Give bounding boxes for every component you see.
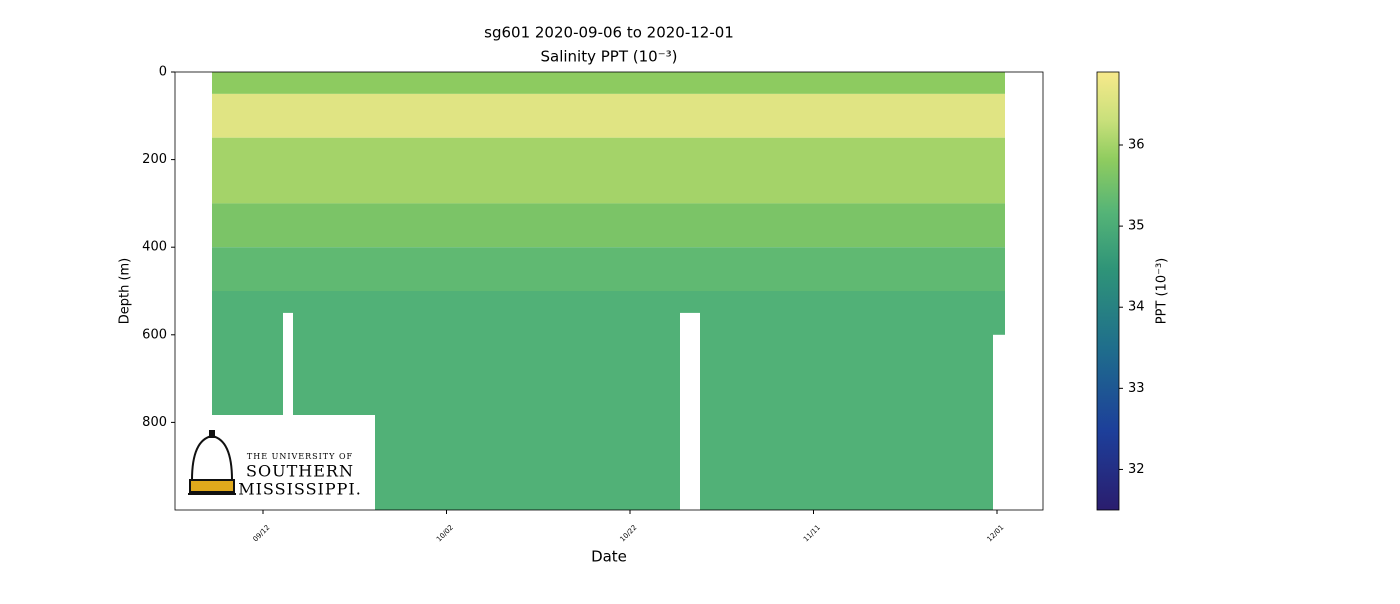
logo-line2: SOUTHERN: [246, 462, 354, 481]
y-tick-label: 800: [142, 415, 167, 430]
chart-title: sg601 2020-09-06 to 2020-12-01: [484, 24, 734, 42]
y-axis-label: Depth (m): [118, 258, 133, 325]
base: [189, 479, 235, 493]
colorbar-tick-label: 35: [1128, 219, 1145, 234]
colorbar-tick-label: 36: [1128, 138, 1145, 153]
colorbar-tick-label: 34: [1128, 300, 1145, 315]
colorbar: [1096, 71, 1120, 511]
logo-line3: MISSISSIPPI.: [238, 480, 362, 499]
gap: [993, 334, 1005, 510]
heat-cell: [212, 203, 1005, 248]
y-tick-label: 400: [142, 240, 167, 255]
logo: THE UNIVERSITY OF SOUTHERN MISSISSIPPI.: [175, 415, 375, 510]
overlay: [283, 312, 1005, 510]
y-tick-label: 600: [142, 327, 167, 342]
gap: [283, 312, 293, 510]
plot-frame: [174, 71, 1044, 511]
gap: [680, 312, 700, 510]
y-tick-label: 0: [159, 65, 167, 80]
chart-subtitle: Salinity PPT (10⁻³): [541, 48, 678, 66]
heat-cell: [212, 247, 1005, 291]
heatmap: [212, 72, 1005, 510]
colorbar-label: PPT (10⁻³): [1155, 258, 1170, 325]
heat-cell: [212, 93, 1005, 138]
x-tick-label: 12/01: [986, 524, 1006, 544]
x-axis-label: Date: [591, 548, 627, 566]
logo-line1: THE UNIVERSITY OF: [247, 452, 353, 461]
colorbar-tick-label: 33: [1128, 381, 1145, 396]
heat-cell: [212, 137, 1005, 204]
colorbar-tick-label: 32: [1128, 462, 1145, 477]
x-tick-label: 11/11: [802, 524, 822, 544]
x-tick-label: 09/12: [252, 524, 272, 544]
cupola: [209, 430, 215, 438]
y-tick-label: 200: [142, 152, 167, 167]
x-tick-label: 10/02: [435, 524, 455, 544]
x-tick-label: 10/22: [619, 524, 639, 544]
heat-cell: [212, 72, 1005, 94]
